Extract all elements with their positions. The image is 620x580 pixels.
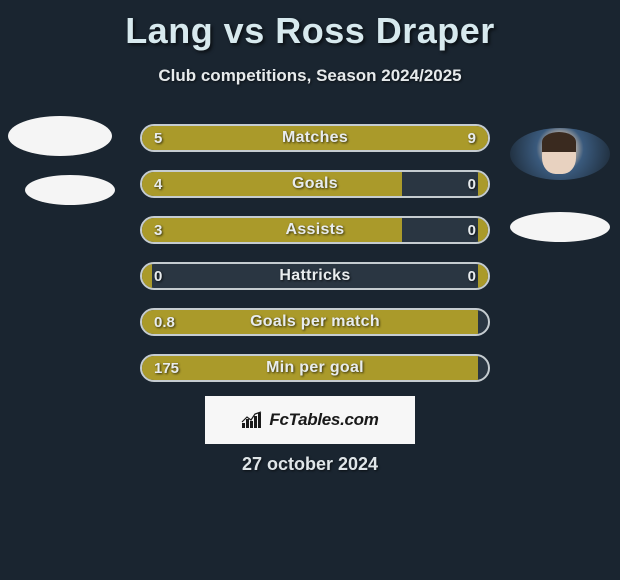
stat-label: Goals per match: [142, 310, 488, 334]
stat-row: 175 Min per goal: [140, 354, 490, 382]
stat-row: 5 Matches 9: [140, 124, 490, 152]
fctables-link[interactable]: FcTables.com: [205, 396, 415, 444]
stat-row: 4 Goals 0: [140, 170, 490, 198]
stat-value-right: 9: [468, 126, 476, 150]
stat-label: Matches: [142, 126, 488, 150]
stat-row: 0 Hattricks 0: [140, 262, 490, 290]
player-avatar-left: [8, 116, 112, 156]
team-badge-right: [510, 212, 610, 242]
team-badge-left: [25, 175, 115, 205]
stat-value-right: 0: [468, 172, 476, 196]
bar-chart-icon: [241, 411, 263, 429]
stats-bars: 5 Matches 9 4 Goals 0 3 Assists 0 0 Hatt…: [140, 124, 490, 400]
page-title: Lang vs Ross Draper: [0, 0, 620, 52]
player-avatar-right: [510, 128, 610, 180]
fctables-logo-text: FcTables.com: [269, 410, 378, 430]
stat-value-right: 0: [468, 218, 476, 242]
stat-label: Goals: [142, 172, 488, 196]
page-subtitle: Club competitions, Season 2024/2025: [0, 66, 620, 86]
stat-label: Assists: [142, 218, 488, 242]
stat-label: Hattricks: [142, 264, 488, 288]
stat-row: 0.8 Goals per match: [140, 308, 490, 336]
stat-row: 3 Assists 0: [140, 216, 490, 244]
stat-value-right: 0: [468, 264, 476, 288]
snapshot-date: 27 october 2024: [0, 454, 620, 475]
stat-label: Min per goal: [142, 356, 488, 380]
